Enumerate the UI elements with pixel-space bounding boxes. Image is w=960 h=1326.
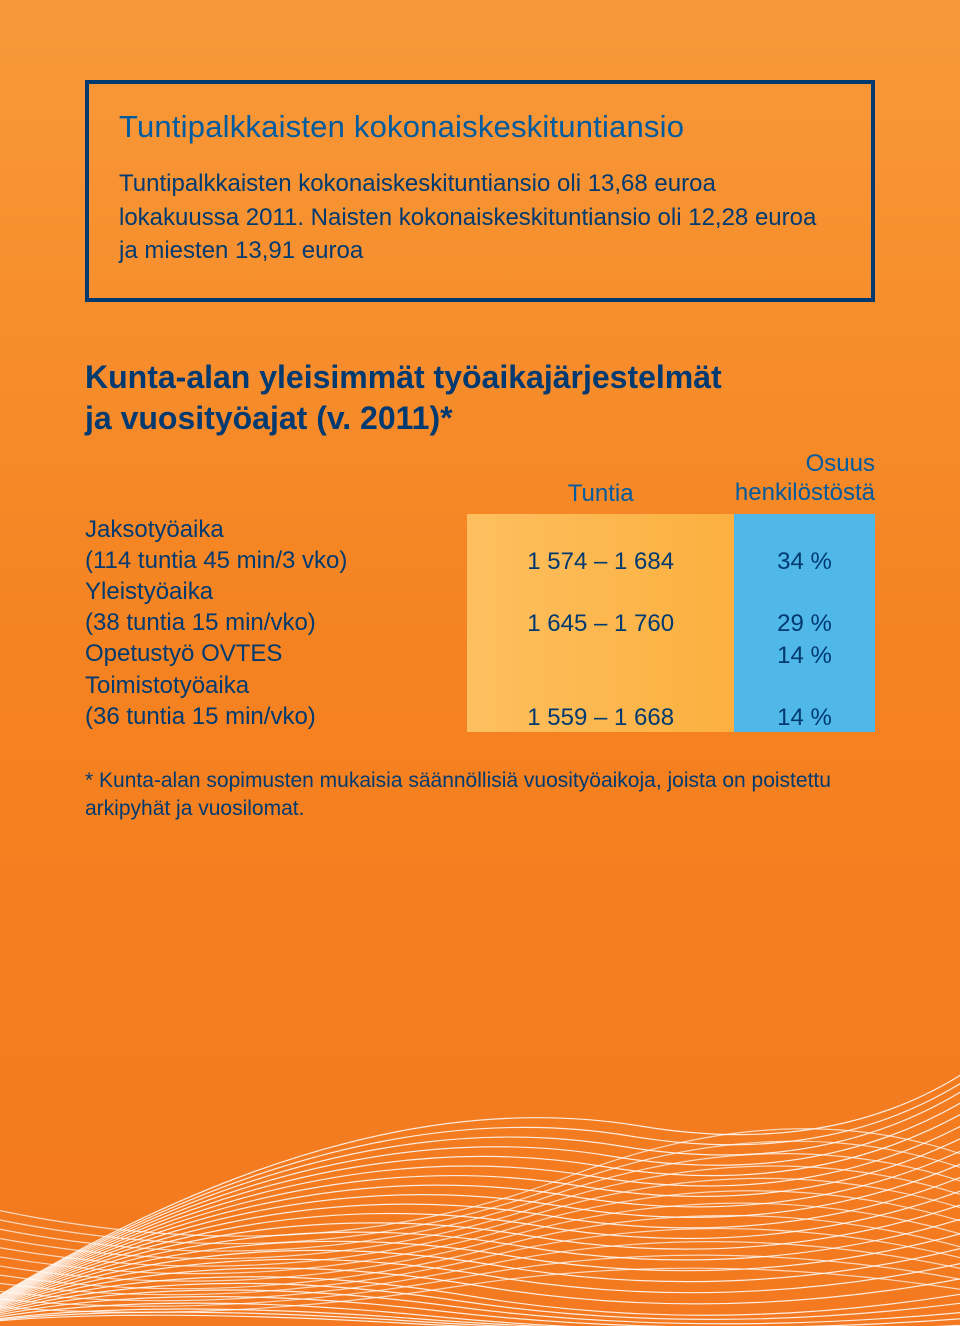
box-title: Tuntipalkkaisten kokonaiskeskituntiansio [119,109,841,145]
footnote: * Kunta-alan sopimusten mukaisia säännöl… [85,767,875,824]
box-text: Tuntipalkkaisten kokonaiskeskituntiansio… [119,167,841,268]
section-title-line1: Kunta-alan yleisimmät työaikajärjestelmä… [85,359,722,395]
row-label: Jaksotyöaika (114 tuntia 45 min/3 vko) [85,514,467,576]
row-label: Yleistyöaika (38 tuntia 15 min/vko) [85,576,467,638]
row-label: Opetustyö OVTES [85,638,467,669]
section-title-line2: ja vuosityöajat (v. 2011)* [85,400,453,436]
header-tuntia: Tuntia [467,450,734,514]
table-row: Yleistyöaika (38 tuntia 15 min/vko) 1 64… [85,576,875,638]
row-tuntia: 1 574 – 1 684 [467,514,734,576]
work-time-table: Tuntia Osuus henkilöstöstä Jaksotyöaika … [85,450,875,732]
table-header-row: Tuntia Osuus henkilöstöstä [85,450,875,514]
table-row: Jaksotyöaika (114 tuntia 45 min/3 vko) 1… [85,514,875,576]
row-osuus: 29 % [734,576,875,638]
row-label: Toimistotyöaika (36 tuntia 15 min/vko) [85,670,467,732]
table-row: Toimistotyöaika (36 tuntia 15 min/vko) 1… [85,670,875,732]
section-title: Kunta-alan yleisimmät työaikajärjestelmä… [85,357,875,440]
row-tuntia: 1 559 – 1 668 [467,670,734,732]
info-box: Tuntipalkkaisten kokonaiskeskituntiansio… [85,80,875,302]
wave-decoration [0,906,960,1326]
table-row: Opetustyö OVTES 14 % [85,638,875,669]
row-osuus: 34 % [734,514,875,576]
row-tuntia: 1 645 – 1 760 [467,576,734,638]
header-osuus: Osuus henkilöstöstä [734,450,875,514]
row-osuus: 14 % [734,638,875,669]
row-osuus: 14 % [734,670,875,732]
row-tuntia [467,638,734,669]
